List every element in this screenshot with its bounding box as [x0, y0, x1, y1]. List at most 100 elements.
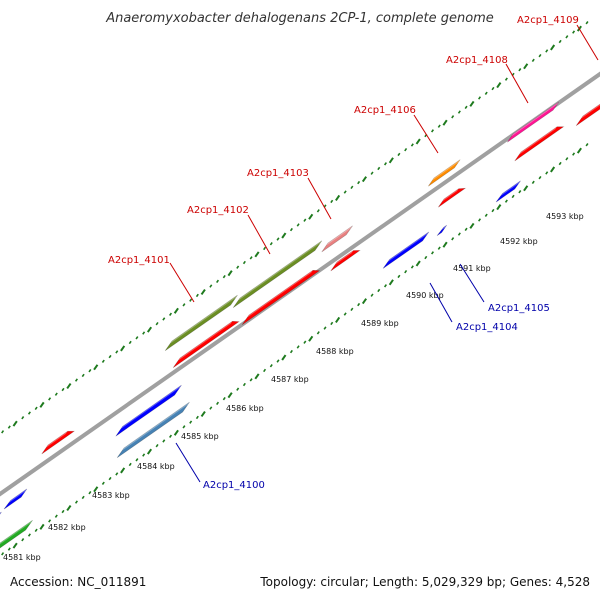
inner-tick — [155, 443, 159, 448]
feature-outer-4101-highlight — [170, 295, 238, 344]
leader-a2cp1_4100 — [175, 442, 201, 483]
feature-blue-c-highlight — [441, 225, 447, 230]
inner-tick — [308, 335, 314, 342]
inner-tick — [350, 307, 354, 311]
inner-tick — [108, 476, 112, 481]
outer-tick — [330, 199, 334, 204]
outer-tick — [81, 373, 85, 378]
outer-tick — [7, 425, 11, 429]
feature-outer-4101 — [164, 294, 238, 352]
outer-tick — [101, 359, 105, 363]
feature-blue-a — [115, 384, 182, 437]
feature-outer-4109 — [575, 103, 600, 127]
feature-4100-steelblue — [116, 401, 190, 459]
inner-tick — [276, 359, 280, 363]
gene-label-a2cp1_4101[interactable]: A2cp1_4101 — [108, 255, 170, 266]
gene-label-a2cp1_4102[interactable]: A2cp1_4102 — [187, 205, 249, 216]
outer-tick — [410, 143, 414, 147]
outer-tick — [496, 82, 502, 89]
inner-tick — [484, 213, 488, 217]
outer-tick — [491, 86, 495, 91]
inner-tick — [442, 241, 448, 248]
inner-tick — [216, 401, 220, 406]
inner-tick — [397, 274, 401, 279]
scale-labels: 4581 kbp 4582 kbp 4583 kbp 4584 kbp 4585 kbp… — [3, 212, 584, 562]
inner-tick — [93, 486, 99, 493]
outer-tick — [12, 420, 18, 427]
inner-scale-ticks — [1, 143, 589, 556]
outer-tick — [430, 129, 435, 133]
scale-label-4588: 4588 kbp — [316, 347, 354, 356]
inner-tick — [523, 185, 529, 192]
outer-tick — [523, 63, 529, 70]
inner-tick — [478, 218, 482, 222]
gene-label-a2cp1_4106[interactable]: A2cp1_4106 — [354, 105, 416, 116]
feature-blue-e — [3, 488, 28, 510]
outer-tick — [21, 416, 25, 420]
outer-tick — [249, 256, 253, 260]
inner-tick — [572, 152, 576, 156]
leader-a2cp1_4108 — [505, 63, 529, 104]
feature-blue-a-highlight — [120, 385, 182, 429]
inner-tick — [289, 349, 293, 354]
inner-tick — [81, 495, 85, 500]
inner-tick — [361, 298, 368, 305]
inner-tick — [415, 260, 421, 267]
outer-tick — [209, 284, 213, 288]
inner-tick — [504, 199, 508, 203]
gene-label-a2cp1_4100[interactable]: A2cp1_4100 — [203, 480, 265, 491]
scale-label-4589: 4589 kbp — [361, 319, 399, 328]
outer-tick — [155, 321, 159, 326]
outer-tick — [27, 411, 31, 415]
inner-tick — [66, 504, 72, 512]
inner-tick — [7, 547, 11, 551]
outer-tick — [464, 105, 468, 110]
outer-tick — [88, 369, 92, 373]
outer-tick — [115, 350, 119, 354]
inner-tick — [323, 326, 327, 330]
scale-label-4585: 4585 kbp — [181, 432, 219, 441]
inner-tick — [281, 354, 287, 361]
gene-label-a2cp1_4108[interactable]: A2cp1_4108 — [446, 55, 508, 66]
feature-4100-steelblue-highlight — [122, 402, 190, 451]
feature-outer-left-green-highlight — [0, 520, 33, 545]
inner-tick — [249, 378, 253, 382]
inner-tick — [242, 382, 246, 387]
outer-tick — [242, 260, 246, 265]
outer-tick — [357, 180, 361, 185]
gene-label-a2cp1_4109[interactable]: A2cp1_4109 — [517, 15, 579, 26]
feature-blue-d-highlight — [500, 180, 521, 196]
gene-features — [0, 101, 600, 549]
inner-tick — [377, 288, 381, 293]
outer-tick — [48, 397, 52, 401]
outer-tick — [162, 317, 166, 321]
inner-tick — [457, 232, 461, 236]
outer-tick — [39, 401, 45, 408]
gene-label-a2cp1_4104[interactable]: A2cp1_4104 — [456, 322, 518, 333]
feature-outer-left-blue-highlight — [0, 512, 2, 515]
inner-tick — [296, 345, 300, 349]
leader-a2cp1_4101 — [169, 262, 195, 303]
inner-tick — [1, 552, 5, 556]
outer-tick — [303, 218, 307, 222]
inner-tick — [451, 237, 455, 241]
gene-label-a2cp1_4105[interactable]: A2cp1_4105 — [488, 303, 550, 314]
outer-tick — [545, 49, 549, 53]
outer-tick — [1, 430, 5, 434]
inner-tick — [518, 190, 522, 194]
feature-outer-left-blue — [0, 511, 2, 515]
gene-label-a2cp1_4103[interactable]: A2cp1_4103 — [247, 168, 309, 179]
outer-tick — [169, 312, 173, 316]
inner-tick — [263, 368, 267, 373]
inner-tick — [430, 251, 435, 255]
outer-tick — [469, 100, 475, 107]
outer-tick — [377, 166, 381, 171]
label-leaders — [169, 24, 599, 483]
inner-tick — [424, 255, 428, 260]
inner-tick — [115, 472, 119, 476]
outer-tick — [558, 39, 562, 44]
inner-tick — [189, 420, 193, 424]
inner-tick — [410, 265, 414, 269]
feature-outer-4108-highlight — [511, 101, 559, 137]
